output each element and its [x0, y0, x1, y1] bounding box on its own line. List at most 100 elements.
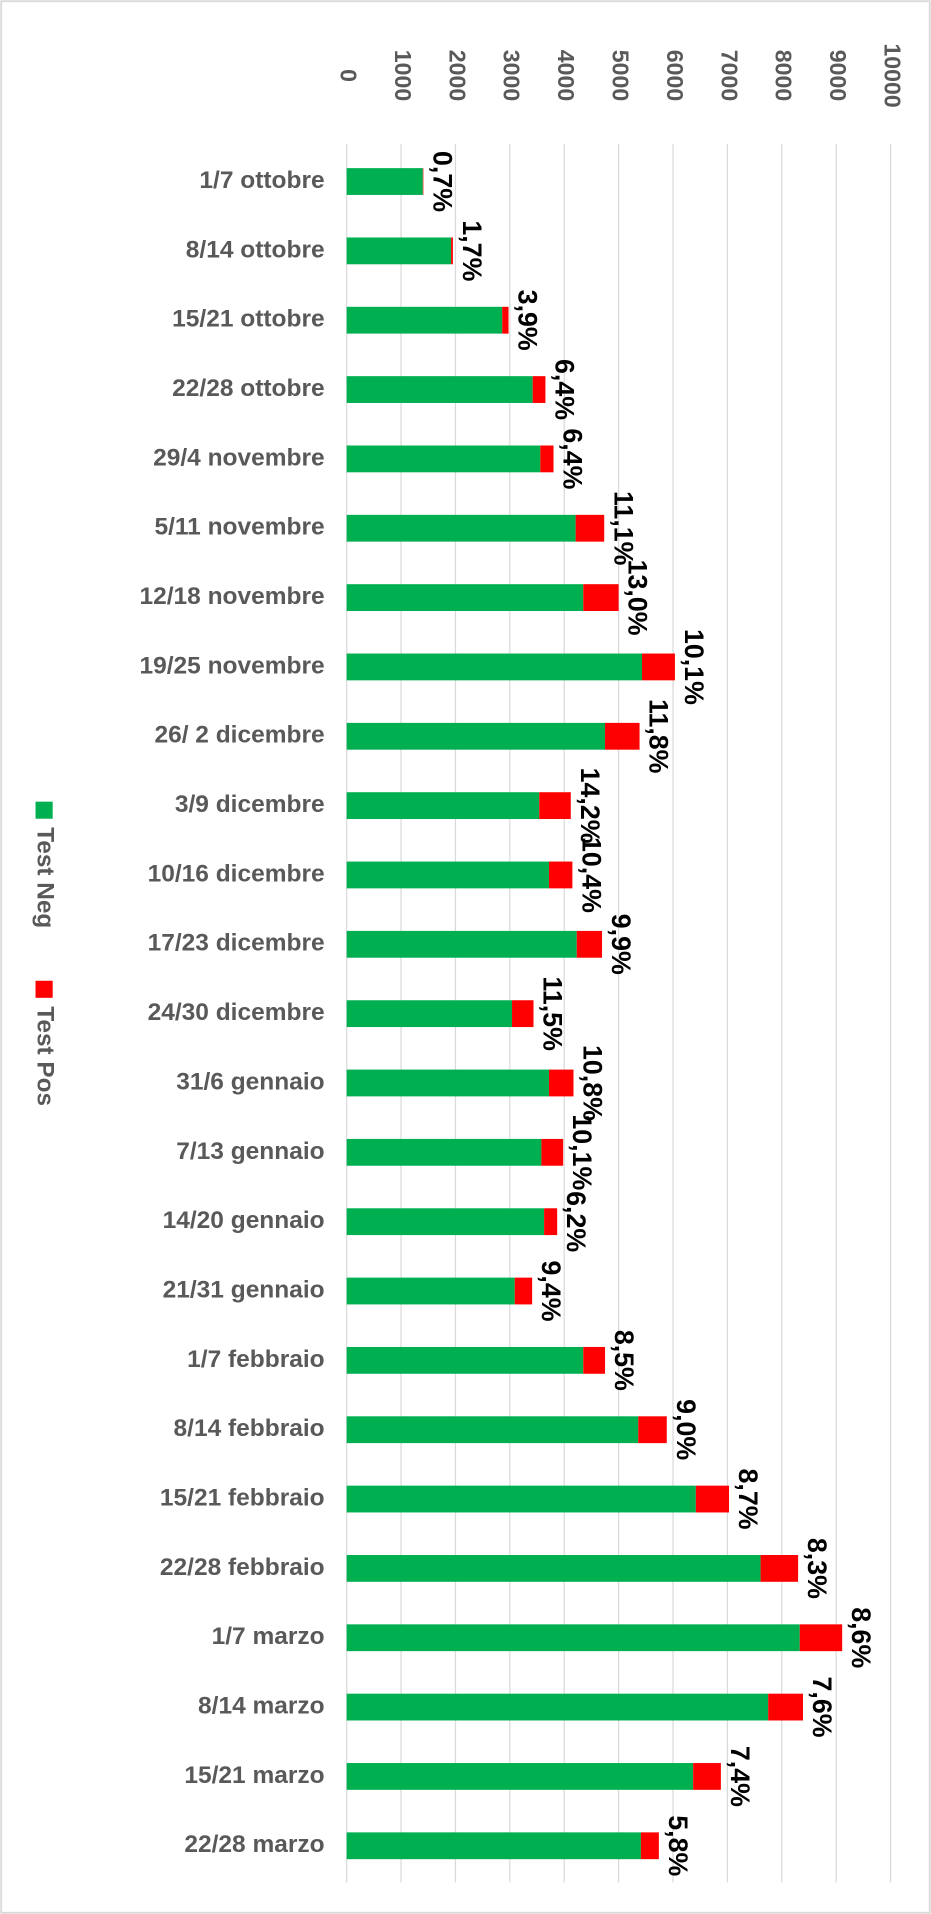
bar-segment: [346, 930, 577, 958]
bar-segment: [346, 1000, 513, 1028]
x-tick-label: 1000: [390, 50, 416, 101]
data-label: 0,7%: [427, 151, 457, 212]
bar-segment: [346, 1277, 515, 1305]
y-tick-label: 26/ 2 dicembre: [154, 722, 324, 749]
y-tick-label: 8/14 febbraio: [174, 1415, 325, 1442]
bar-segment: [695, 1485, 730, 1513]
y-tick-label: 10/16 dicembre: [148, 860, 325, 887]
x-tick-label: 8000: [771, 50, 797, 101]
bar-segment: [451, 237, 453, 265]
data-label: 7,6%: [807, 1677, 837, 1738]
data-label: 10,1%: [679, 629, 709, 705]
bar-segment: [346, 1763, 694, 1790]
bar-segment: [544, 1208, 558, 1236]
y-tick-label: 12/18 novembre: [139, 583, 324, 610]
bar-segment: [583, 1346, 606, 1374]
y-tick-label: 5/11 novembre: [154, 514, 324, 541]
legend-swatch: [35, 801, 53, 819]
bar-segment: [346, 1624, 800, 1652]
data-label: 8,7%: [733, 1469, 763, 1530]
y-tick-label: 14/20 gennaio: [163, 1207, 325, 1234]
data-label: 11,5%: [538, 976, 568, 1051]
y-tick-label: 1/7 febbraio: [187, 1346, 324, 1373]
y-tick-label: 1/7 marzo: [212, 1623, 325, 1650]
bar-segment: [532, 376, 546, 403]
x-tick-label: 10000: [879, 43, 905, 107]
y-tick-label: 3/9 dicembre: [175, 791, 325, 818]
bar-segment: [346, 1138, 542, 1166]
data-label: 14,2%: [575, 768, 605, 844]
y-tick-label: 31/6 gennaio: [176, 1068, 324, 1095]
data-label: 10,8%: [578, 1045, 608, 1121]
y-tick-label: 24/30 dicembre: [148, 999, 325, 1026]
y-tick-label: 15/21 febbraio: [160, 1485, 325, 1512]
bar-segment: [583, 584, 619, 611]
y-tick-label: 17/23 dicembre: [148, 930, 325, 957]
data-label: 11,8%: [644, 699, 674, 774]
y-tick-label: 29/4 novembre: [153, 444, 325, 471]
bar-segment: [799, 1624, 843, 1652]
bar-segment: [346, 792, 540, 820]
bar-segment: [346, 1346, 584, 1374]
bar-segment: [422, 168, 424, 195]
bar-segment: [346, 168, 423, 195]
x-tick-label: 3000: [499, 50, 525, 101]
y-tick-label: 19/25 novembre: [139, 652, 324, 679]
y-tick-label: 7/13 gennaio: [176, 1138, 324, 1165]
data-label: 13,0%: [623, 560, 653, 636]
bar-segment: [576, 930, 603, 958]
bar-segment: [768, 1693, 804, 1721]
legend-label: Test Neg: [32, 827, 59, 928]
y-tick-label: 15/21 ottobre: [172, 306, 324, 333]
bar-segment: [693, 1763, 721, 1790]
data-label: 3,9%: [513, 290, 543, 351]
y-tick-label: 22/28 marzo: [184, 1831, 324, 1858]
x-tick-label: 9000: [825, 50, 851, 101]
data-label: 5,8%: [663, 1815, 693, 1876]
y-tick-label: 22/28 febbraio: [160, 1554, 325, 1581]
bar-segment: [346, 1832, 641, 1860]
data-label: 8,6%: [846, 1607, 876, 1668]
data-label: 6,2%: [561, 1191, 591, 1252]
bar-segment: [346, 376, 533, 403]
data-label: 1,7%: [457, 220, 487, 281]
y-tick-label: 22/28 ottobre: [172, 375, 324, 402]
data-label: 6,4%: [549, 359, 579, 420]
bar-segment: [346, 306, 503, 334]
bar-segment: [541, 1138, 564, 1166]
bar-segment: [346, 1208, 545, 1236]
legend-swatch: [35, 980, 53, 998]
data-label: 10,1%: [567, 1114, 597, 1190]
legend-label: Test Pos: [32, 1006, 59, 1106]
data-label: 9,4%: [536, 1260, 566, 1321]
y-tick-label: 21/31 gennaio: [163, 1277, 325, 1304]
bar-segment: [539, 792, 571, 820]
data-label: 9,0%: [671, 1399, 701, 1460]
bar-segment: [346, 861, 550, 889]
bar-segment: [540, 445, 554, 473]
bar-segment: [549, 861, 573, 889]
data-label: 7,4%: [725, 1746, 755, 1807]
data-label: 8,3%: [802, 1538, 832, 1599]
bar-segment: [346, 514, 576, 542]
bar-segment: [638, 1416, 667, 1444]
data-label: 8,5%: [609, 1330, 639, 1391]
bar-segment: [640, 1832, 659, 1860]
data-label: 6,4%: [558, 428, 588, 489]
x-tick-label: 7000: [716, 50, 742, 101]
data-label: 10,4%: [576, 837, 606, 913]
bar-segment: [346, 1069, 550, 1097]
x-tick-label: 5000: [607, 50, 633, 101]
bar-segment: [346, 584, 584, 611]
data-label: 11,1%: [608, 491, 638, 566]
bar-segment: [346, 1416, 639, 1444]
bar-segment: [346, 1693, 769, 1721]
bar-segment: [346, 1485, 696, 1513]
y-tick-label: 8/14 marzo: [198, 1693, 325, 1720]
bar-segment: [760, 1554, 799, 1582]
x-tick-label: 4000: [553, 50, 579, 101]
bar-segment: [605, 722, 640, 750]
x-tick-label: 6000: [662, 50, 688, 101]
bar-segment: [346, 722, 606, 750]
